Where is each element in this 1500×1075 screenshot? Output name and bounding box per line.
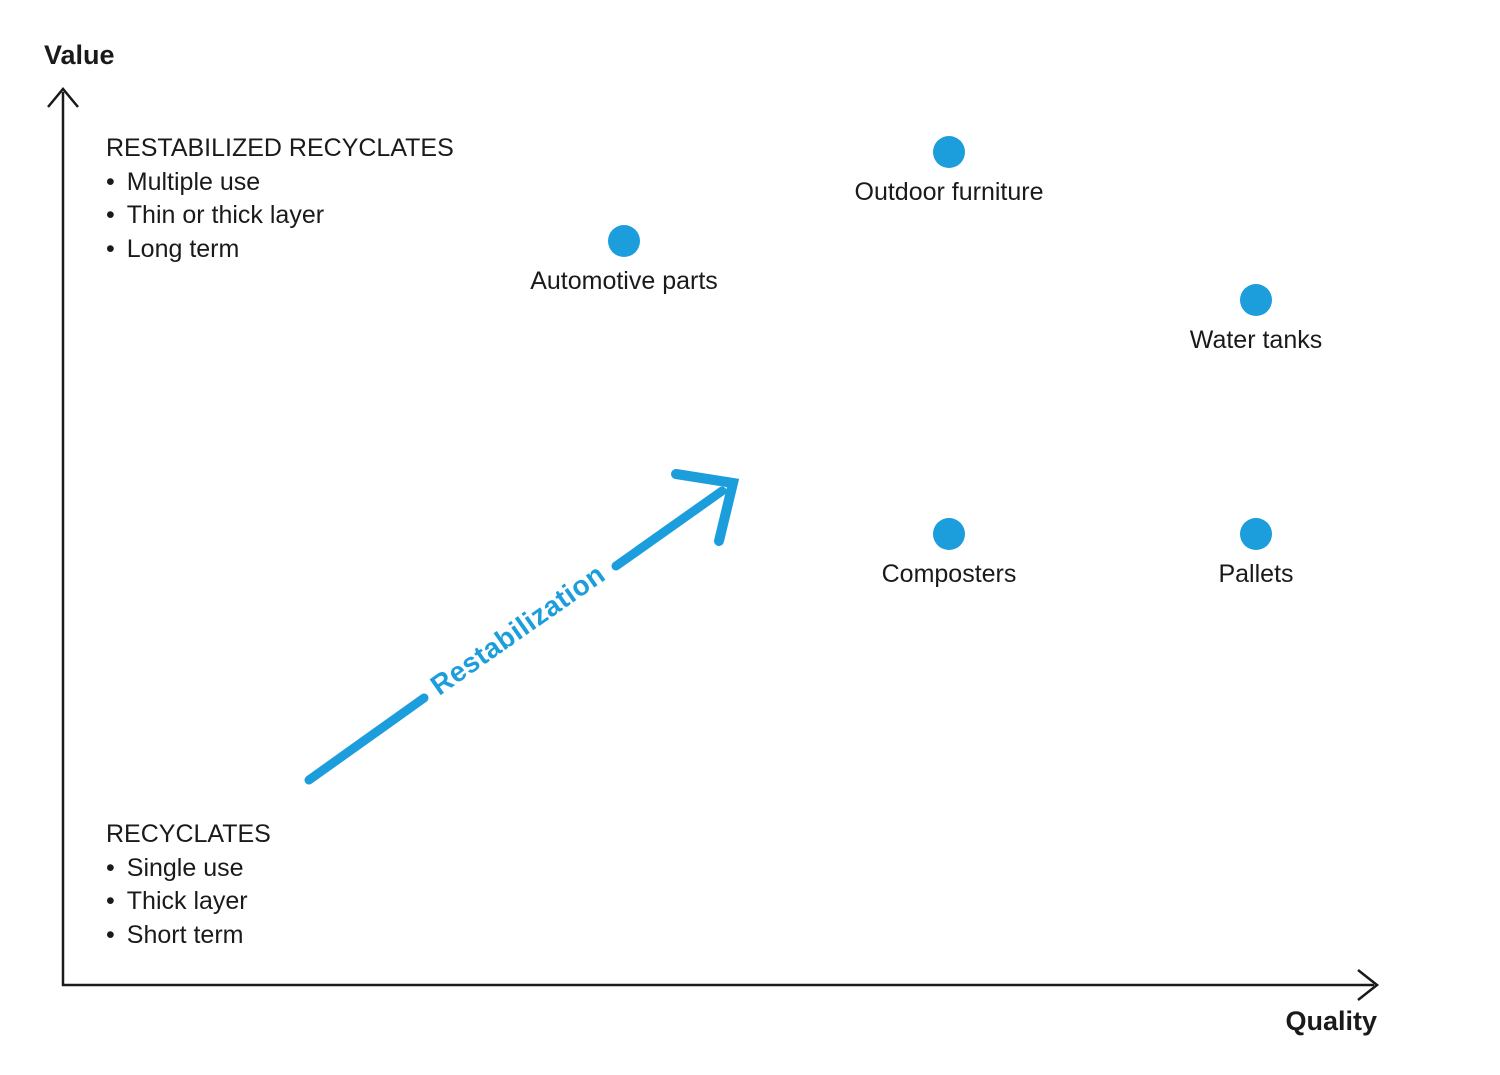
bullet-text: Thick layer (126, 887, 248, 915)
bullet-item: • Thick layer (106, 885, 271, 919)
data-point-pallets (1240, 518, 1272, 550)
bullet-text: Multiple use (126, 167, 261, 196)
data-point-composters (933, 518, 965, 550)
bullet-text: Thin or thick layer (126, 201, 325, 229)
data-point-label-composters: Composters (881, 560, 1017, 588)
bullet-item: • Single use (106, 852, 271, 886)
bullet-item: • Thin or thick layer (106, 199, 454, 233)
data-point-water-tanks (1240, 284, 1272, 316)
restabilization-arrow-shaft-upper (611, 486, 727, 571)
data-point-label-pallets: Pallets (1218, 560, 1294, 588)
bullet-icon: • (106, 167, 115, 196)
y-axis-arrowhead-icon (47, 87, 79, 108)
restabilization-arrow-shaft-lower (304, 693, 429, 785)
bullet-text: Single use (126, 853, 244, 882)
x-axis-title: Quality (1285, 1006, 1377, 1036)
data-point-label-water-tanks: Water tanks (1189, 326, 1323, 354)
bullet-icon: • (106, 887, 115, 915)
data-point-automotive-parts (608, 225, 640, 257)
annotation-bullet-list: • Single use • Thick layer • Short term (106, 852, 271, 953)
y-axis-title: Value (44, 40, 115, 70)
bullet-item: • Multiple use (106, 166, 454, 200)
data-point-label-automotive-parts: Automotive parts (530, 267, 718, 295)
bullet-item: • Short term (106, 919, 271, 953)
data-point-label-outdoor-furniture: Outdoor furniture (854, 178, 1044, 206)
bullet-icon: • (106, 201, 115, 229)
bullet-item: • Long term (106, 233, 454, 267)
x-axis-arrowhead-icon (1357, 969, 1380, 1001)
bullet-icon: • (106, 853, 115, 882)
bullet-text: Short term (126, 920, 244, 949)
annotation-restabilized-recyclates: RESTABILIZED RECYCLATES • Multiple use • Th… (106, 132, 454, 266)
annotation-bullet-list: • Multiple use • Thin or thick layer • Long t… (106, 166, 454, 267)
annotation-title: RECYCLATES (106, 820, 271, 848)
restabilization-arrowhead-icon (671, 469, 740, 546)
annotation-title: RESTABILIZED RECYCLATES (106, 134, 454, 162)
bullet-text: Long term (126, 234, 240, 263)
bullet-icon: • (106, 234, 115, 263)
bullet-icon: • (106, 920, 115, 949)
annotation-recyclates: RECYCLATES • Single use • Thick layer • Short… (106, 818, 271, 952)
data-point-outdoor-furniture (933, 136, 965, 168)
